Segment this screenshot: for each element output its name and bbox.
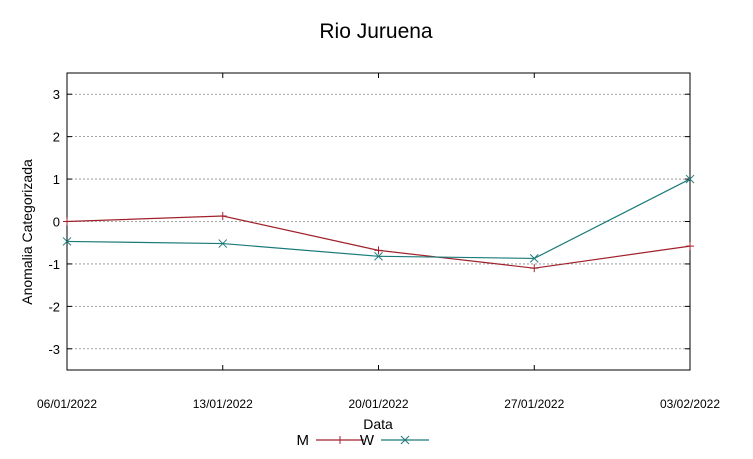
data-point-m bbox=[530, 264, 539, 273]
y-tick-label: 2 bbox=[53, 130, 60, 145]
y-axis-label: Anomalia Categorizada bbox=[19, 159, 35, 305]
y-axis: 3 2 1 0 -1 -2 -3 bbox=[48, 87, 690, 357]
x-tick-label: 20/01/2022 bbox=[348, 397, 408, 411]
x-axis: 06/01/2022 13/01/2022 20/01/2022 27/01/2022… bbox=[37, 73, 720, 411]
y-tick-label: 1 bbox=[53, 172, 60, 187]
data-point-w bbox=[374, 251, 383, 261]
grid-lines bbox=[67, 93, 690, 350]
legend-marker-w bbox=[400, 435, 410, 445]
series-m bbox=[63, 211, 694, 273]
legend-marker-m bbox=[336, 436, 344, 444]
y-tick-label: 3 bbox=[53, 87, 60, 102]
data-point-m bbox=[63, 217, 71, 226]
data-point-w bbox=[529, 254, 539, 263]
y-tick-label: 0 bbox=[53, 215, 60, 230]
data-point-m bbox=[374, 246, 383, 255]
data-point-w bbox=[685, 174, 695, 184]
y-tick-label: -1 bbox=[48, 257, 60, 272]
legend-label-m: M bbox=[297, 432, 310, 449]
x-tick-label: 27/01/2022 bbox=[504, 397, 564, 411]
y-tick-label: -3 bbox=[48, 342, 60, 357]
series-line-m bbox=[66, 215, 691, 269]
series-group bbox=[62, 174, 695, 273]
chart-title: Rio Juruena bbox=[319, 20, 433, 43]
x-axis-label: Data bbox=[363, 416, 393, 432]
data-point-w bbox=[218, 239, 228, 248]
x-tick-label: 03/02/2022 bbox=[660, 397, 720, 411]
data-point-m bbox=[686, 242, 694, 251]
legend-label-w: W bbox=[360, 432, 375, 449]
data-point-m bbox=[218, 211, 227, 220]
y-tick-label: -2 bbox=[48, 299, 60, 314]
x-tick-label: 13/01/2022 bbox=[193, 397, 253, 411]
data-point-w bbox=[62, 237, 72, 246]
x-tick-label: 06/01/2022 bbox=[37, 397, 97, 411]
series-w bbox=[62, 174, 695, 263]
